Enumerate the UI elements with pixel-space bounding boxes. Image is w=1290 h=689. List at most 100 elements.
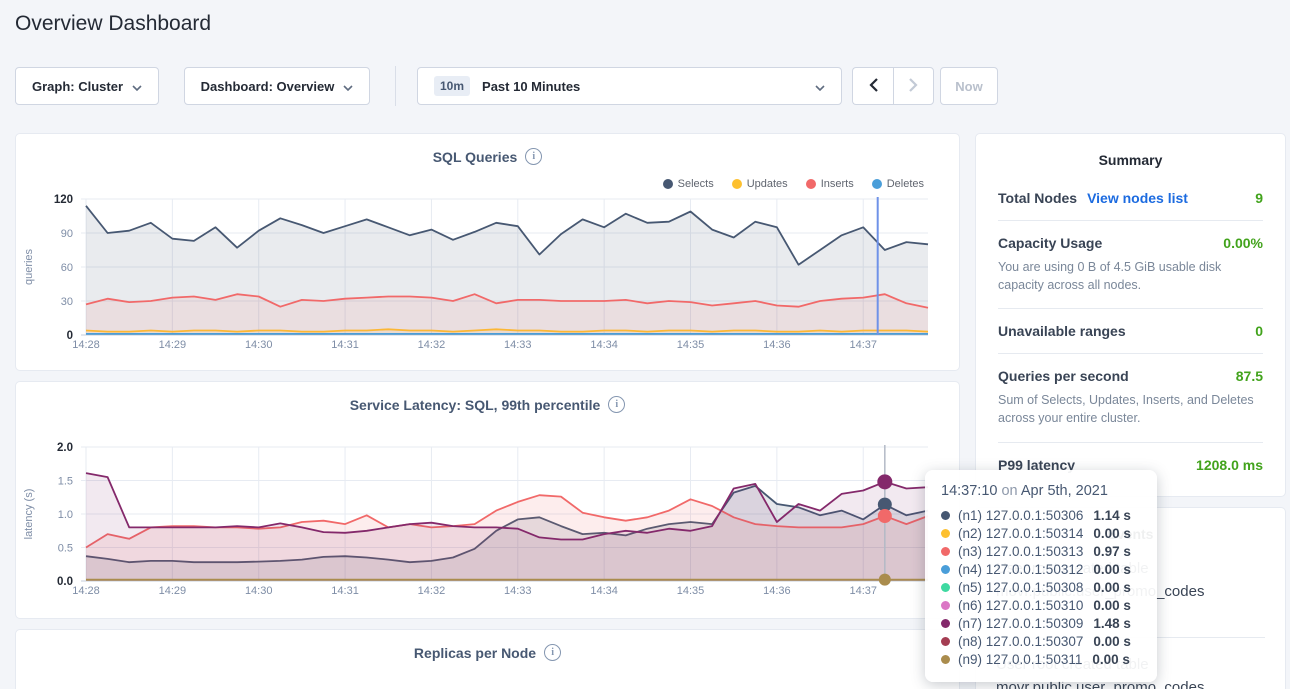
svg-text:2.0: 2.0 <box>57 442 73 454</box>
node-latency-value: 1.48 s <box>1093 615 1131 631</box>
summary-description: Sum of Selects, Updates, Inserts, and De… <box>998 393 1254 426</box>
summary-panel: Summary Total Nodes View nodes list 9 Capac… <box>975 133 1286 497</box>
info-icon[interactable] <box>525 148 543 165</box>
summary-row: Unavailable ranges 0 <box>998 309 1263 355</box>
tooltip-node-row: (n8) 127.0.0.1:50307 0.00 s <box>941 632 1141 650</box>
chart-hover-tooltip: 14:37:10 on Apr 5th, 2021 (n1) 127.0.0.1… <box>925 470 1157 682</box>
svg-text:14:30: 14:30 <box>245 339 273 351</box>
chart-legend: Selects Updates Inserts Deletes <box>662 178 924 190</box>
legend-dot <box>662 179 673 189</box>
svg-text:60: 60 <box>61 262 73 274</box>
legend-dot <box>805 179 816 189</box>
info-icon[interactable] <box>544 644 562 661</box>
svg-text:0.5: 0.5 <box>58 543 73 555</box>
summary-description: You are using 0 B of 4.5 GiB usable disk… <box>998 260 1222 293</box>
summary-label: P99 latency <box>998 456 1076 473</box>
tooltip-node-row: (n3) 127.0.0.1:50313 0.97 s <box>941 542 1141 560</box>
node-address: (n6) 127.0.0.1:50310 <box>958 597 1084 613</box>
svg-text:14:29: 14:29 <box>159 339 187 351</box>
summary-value: 0.00% <box>1223 235 1263 251</box>
legend-label: Deletes <box>886 178 924 190</box>
svg-text:14:34: 14:34 <box>590 339 618 351</box>
chevron-down-icon <box>815 79 825 94</box>
node-latency-value: 0.00 s <box>1093 561 1131 577</box>
svg-text:90: 90 <box>61 228 73 240</box>
node-latency-value: 0.97 s <box>1093 543 1131 559</box>
legend-item-deletes[interactable]: Deletes <box>871 178 924 190</box>
chevron-down-icon <box>132 79 142 94</box>
legend-label: Inserts <box>820 178 854 190</box>
node-color-dot <box>941 600 950 610</box>
tooltip-node-row: (n6) 127.0.0.1:50310 0.00 s <box>941 596 1141 614</box>
svg-text:14:29: 14:29 <box>159 585 187 597</box>
time-range-label: Past 10 Minutes <box>482 78 581 94</box>
svg-text:14:33: 14:33 <box>504 339 532 351</box>
sql-queries-chart-title: SQL Queries <box>432 148 518 165</box>
svg-text:14:33: 14:33 <box>504 585 532 597</box>
node-address: (n8) 127.0.0.1:50307 <box>958 633 1084 649</box>
legend-item-updates[interactable]: Updates <box>731 178 788 190</box>
svg-text:14:30: 14:30 <box>245 585 273 597</box>
svg-text:14:31: 14:31 <box>331 339 359 351</box>
svg-text:14:35: 14:35 <box>677 585 705 597</box>
tooltip-node-row: (n7) 127.0.0.1:50309 1.48 s <box>941 614 1141 632</box>
replicas-per-node-chart-panel: Replicas per Node <box>15 629 960 689</box>
dashboard-dropdown[interactable]: Dashboard: Overview <box>184 67 370 105</box>
info-icon[interactable] <box>608 396 626 413</box>
svg-text:14:36: 14:36 <box>763 585 791 597</box>
node-latency-value: 1.14 s <box>1093 507 1131 523</box>
graph-scope-dropdown[interactable]: Graph: Cluster <box>15 67 159 105</box>
tooltip-node-row: (n4) 127.0.0.1:50312 0.00 s <box>941 560 1141 578</box>
node-color-dot <box>941 618 950 628</box>
tooltip-on: on <box>1001 483 1018 499</box>
summary-value: 0 <box>1255 323 1263 340</box>
toolbar-divider <box>395 66 396 106</box>
svg-text:14:28: 14:28 <box>72 339 100 351</box>
svg-text:14:32: 14:32 <box>418 339 446 351</box>
svg-text:14:32: 14:32 <box>418 585 446 597</box>
svg-text:0.0: 0.0 <box>57 576 73 588</box>
legend-label: Selects <box>677 178 714 190</box>
node-color-dot <box>941 546 950 556</box>
node-address: (n4) 127.0.0.1:50312 <box>958 561 1084 577</box>
time-range-dropdown[interactable]: 10m Past 10 Minutes <box>417 67 842 105</box>
tooltip-node-row: (n1) 127.0.0.1:50306 1.14 s <box>941 506 1141 524</box>
sql-queries-plot[interactable]: 14:28 14:29 14:30 14:31 14:32 14:33 14:34 14:35… <box>16 190 961 372</box>
node-color-dot <box>941 528 950 538</box>
node-color-dot <box>941 654 950 664</box>
legend-label: Updates <box>746 178 788 190</box>
view-nodes-list-link[interactable]: View nodes list <box>1087 190 1188 206</box>
time-prev-button[interactable] <box>852 67 893 105</box>
node-address: (n5) 127.0.0.1:50308 <box>958 579 1084 595</box>
tooltip-node-row: (n2) 127.0.0.1:50314 0.00 s <box>941 524 1141 542</box>
sql-queries-chart-panel: SQL Queries Selects Updates Inserts Deletes… <box>15 133 960 371</box>
node-latency-value: 0.00 s <box>1093 597 1131 613</box>
node-address: (n9) 127.0.0.1:50311 <box>958 651 1083 667</box>
now-label: Now <box>955 78 983 94</box>
node-color-dot <box>941 564 950 574</box>
tooltip-time: 14:37:10 <box>941 483 998 499</box>
tooltip-timestamp: 14:37:10 on Apr 5th, 2021 <box>941 483 1141 499</box>
node-latency-value: 0.00 s <box>1093 579 1131 595</box>
summary-value: 87.5 <box>1235 368 1263 385</box>
service-latency-chart-title: Service Latency: SQL, 99th percentile <box>349 396 601 413</box>
summary-row: P99 latency 1208.0 ms <box>998 443 1263 487</box>
time-now-button[interactable]: Now <box>940 67 998 105</box>
summary-row: Queries per second 87.5 Sum of Selects, Up… <box>998 354 1263 443</box>
legend-dot <box>731 179 742 189</box>
legend-item-selects[interactable]: Selects <box>662 178 714 190</box>
time-next-button[interactable] <box>893 67 934 105</box>
event-detail: movr.public.user_promo_codes <box>996 678 1205 689</box>
tooltip-node-row: (n5) 127.0.0.1:50308 0.00 s <box>941 578 1141 596</box>
svg-text:14:35: 14:35 <box>677 339 705 351</box>
summary-title: Summary <box>1098 152 1163 168</box>
service-latency-plot[interactable]: 14:28 14:29 14:30 14:31 14:32 14:33 14:34 14:35… <box>16 438 961 620</box>
node-address: (n7) 127.0.0.1:50309 <box>958 615 1084 631</box>
legend-dot <box>871 179 882 189</box>
legend-item-inserts[interactable]: Inserts <box>805 178 854 190</box>
graph-scope-label: Graph: Cluster <box>31 78 123 94</box>
node-color-dot <box>941 510 950 520</box>
svg-text:1.0: 1.0 <box>58 509 73 521</box>
tooltip-rows: (n1) 127.0.0.1:50306 1.14 s (n2) 127.0.0.1… <box>941 506 1141 668</box>
